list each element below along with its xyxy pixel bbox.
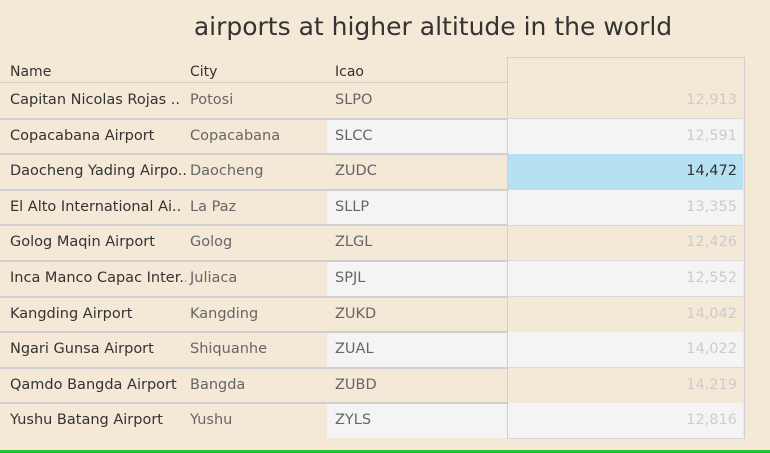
cell-name: Kangding Airport <box>10 306 133 322</box>
cell-name: Capitan Nicolas Rojas .. <box>10 92 180 108</box>
cell-value: 13,355 <box>508 190 743 225</box>
value-row-divider <box>508 438 743 439</box>
cell-icao: SLCC <box>327 119 507 154</box>
cell-icao: SPJL <box>327 261 507 296</box>
value-row-divider <box>508 118 743 119</box>
cell-city: Potosi <box>190 92 234 108</box>
cell-value: 14,042 <box>686 306 737 322</box>
row-divider <box>0 367 507 369</box>
cell-value: 12,591 <box>508 119 743 154</box>
cell-value: 12,816 <box>508 403 743 438</box>
header-icao[interactable]: Icao <box>335 64 364 80</box>
cell-city: Juliaca <box>190 270 238 286</box>
cell-city: Golog <box>190 234 233 250</box>
table-header: Name City Icao <box>0 57 770 83</box>
airports-table: Name City Icao Capitan Nicolas Rojas .. P… <box>0 57 770 440</box>
cell-value: 14,219 <box>686 377 737 393</box>
cell-name: Yushu Batang Airport <box>10 412 163 428</box>
table-row[interactable]: Kangding Airport Kangding ZUKD 14,042 <box>0 297 770 332</box>
row-divider <box>0 189 507 191</box>
page-title: airports at higher altitude in the world <box>193 12 673 41</box>
table-row[interactable]: Golog Maqin Airport Golog ZLGL 12,426 <box>0 225 770 260</box>
cell-icao: ZUKD <box>335 306 377 322</box>
row-divider <box>0 224 507 226</box>
cell-name: Qamdo Bangda Airport <box>10 377 177 393</box>
value-row-divider <box>508 367 743 368</box>
cell-icao: SLLP <box>327 190 507 225</box>
cell-name: Daocheng Yading Airpo.. <box>10 163 186 179</box>
bottom-bar <box>0 450 770 453</box>
table-row[interactable]: Ngari Gunsa Airport Shiquanhe ZUAL 14,022 <box>0 332 770 367</box>
table-row[interactable]: Capitan Nicolas Rojas .. Potosi SLPO 12,913 <box>0 83 770 118</box>
header-divider <box>0 82 507 83</box>
cell-city: Shiquanhe <box>190 341 268 357</box>
cell-icao: ZYLS <box>327 403 507 438</box>
value-column-frame <box>507 57 745 439</box>
table-row[interactable]: Qamdo Bangda Airport Bangda ZUBD 14,219 <box>0 368 770 403</box>
cell-value: 12,913 <box>686 92 737 108</box>
cell-city: La Paz <box>190 199 237 215</box>
value-row-divider <box>508 260 743 261</box>
header-city[interactable]: City <box>190 64 218 80</box>
row-divider <box>0 153 507 155</box>
value-row-divider <box>508 189 743 190</box>
table-row[interactable]: Inca Manco Capac Inter.. Juliaca SPJL 12,55… <box>0 261 770 296</box>
row-divider <box>0 296 507 298</box>
row-divider <box>0 260 507 262</box>
cell-value: 14,472 <box>508 154 743 189</box>
table-row[interactable]: Daocheng Yading Airpo.. Daocheng ZUDC 14,47… <box>0 154 770 189</box>
cell-city: Copacabana <box>190 128 281 144</box>
cell-name: Inca Manco Capac Inter.. <box>10 270 186 286</box>
cell-name: El Alto International Ai.. <box>10 199 182 215</box>
cell-icao: ZUBD <box>335 377 377 393</box>
cell-city: Bangda <box>190 377 246 393</box>
cell-icao: SLPO <box>335 92 373 108</box>
cell-value: 12,426 <box>686 234 737 250</box>
cell-city: Kangding <box>190 306 259 322</box>
cell-value: 12,552 <box>508 261 743 296</box>
cell-name: Ngari Gunsa Airport <box>10 341 154 357</box>
table-row[interactable]: El Alto International Ai.. La Paz SLLP 13,3… <box>0 190 770 225</box>
cell-value: 14,022 <box>508 332 743 367</box>
value-row-divider <box>508 225 743 226</box>
table-row[interactable]: Yushu Batang Airport Yushu ZYLS 12,816 <box>0 403 770 438</box>
cell-city: Yushu <box>190 412 233 428</box>
cell-city: Daocheng <box>190 163 264 179</box>
value-row-divider <box>508 296 743 297</box>
row-divider <box>0 118 507 120</box>
row-divider <box>0 402 507 404</box>
cell-name: Golog Maqin Airport <box>10 234 155 250</box>
cell-name: Copacabana Airport <box>10 128 155 144</box>
table-row[interactable]: Copacabana Airport Copacabana SLCC 12,591 <box>0 119 770 154</box>
row-divider <box>0 331 507 333</box>
cell-icao: ZLGL <box>335 234 373 250</box>
header-name[interactable]: Name <box>10 64 52 80</box>
cell-icao: ZUAL <box>327 332 507 367</box>
cell-icao: ZUDC <box>335 163 377 179</box>
